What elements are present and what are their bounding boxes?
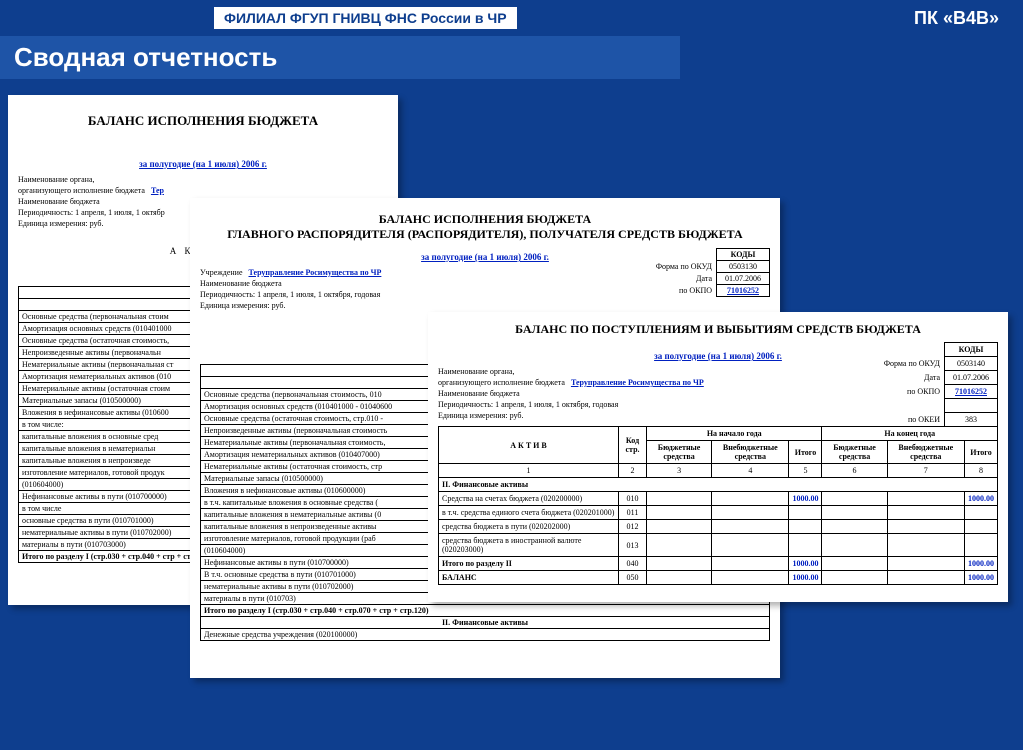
doc-balance-3: БАЛАНС ПО ПОСТУПЛЕНИЯМ И ВЫБЫТИЯМ СРЕДСТ… bbox=[428, 312, 1008, 602]
doc3-title: БАЛАНС ПО ПОСТУПЛЕНИЯМ И ВЫБЫТИЯМ СРЕДСТ… bbox=[438, 322, 998, 337]
row-code: 010 bbox=[619, 492, 647, 506]
th-sub: Внебюджетные средства bbox=[712, 441, 789, 464]
section-head: II. Финансовые активы bbox=[201, 617, 770, 629]
row-name: средства бюджета в пути (020202000) bbox=[439, 520, 619, 534]
doc1-title: БАЛАНС ИСПОЛНЕНИЯ БЮДЖЕТА bbox=[18, 113, 388, 129]
row: Денежные средства учреждения (020100000) bbox=[201, 629, 770, 641]
th-end: На конец года bbox=[822, 427, 998, 441]
kody-head: КОДЫ bbox=[717, 249, 770, 261]
row-name: средства бюджета в иностранной валюте (0… bbox=[439, 534, 619, 557]
row-code: 012 bbox=[619, 520, 647, 534]
col-num: 1 bbox=[439, 464, 619, 478]
kody-val[interactable]: 71016252 bbox=[945, 385, 998, 399]
th-sub: Бюджетные средства bbox=[647, 441, 712, 464]
doc3-table: А К Т И В Код стр. На начало года На кон… bbox=[438, 426, 998, 585]
doc1-org-link[interactable]: Тер bbox=[151, 186, 164, 195]
total-code: 040 bbox=[619, 557, 647, 571]
col-num: 6 bbox=[822, 464, 887, 478]
balance-code: 050 bbox=[619, 571, 647, 585]
cell-val: 1000.00 bbox=[964, 571, 997, 585]
cell-val: 1000.00 bbox=[789, 571, 822, 585]
doc1-meta: Наименование органа, bbox=[18, 175, 388, 184]
row-code: 011 bbox=[619, 506, 647, 520]
th-sub: Внебюджетные средства bbox=[887, 441, 964, 464]
th-sub: Итого bbox=[964, 441, 997, 464]
kody-val: 01.07.2006 bbox=[717, 273, 770, 285]
col-num: 5 bbox=[789, 464, 822, 478]
col-num: 4 bbox=[712, 464, 789, 478]
doc3-org-link[interactable]: Теруправление Росимущества по ЧР bbox=[571, 378, 704, 387]
th-sub: Бюджетные средства bbox=[822, 441, 887, 464]
th-begin: На начало года bbox=[647, 427, 822, 441]
cell-val: 1000.00 bbox=[789, 492, 822, 506]
row-name: Средства на счетах бюджета (020200000) bbox=[439, 492, 619, 506]
kody-val: 01.07.2006 bbox=[945, 371, 998, 385]
doc2-title: БАЛАНС ИСПОЛНЕНИЯ БЮДЖЕТА ГЛАВНОГО РАСПО… bbox=[200, 212, 770, 242]
col-num: 7 bbox=[887, 464, 964, 478]
col-num: 3 bbox=[647, 464, 712, 478]
page-title: Сводная отчетность bbox=[0, 36, 680, 79]
row-code: 013 bbox=[619, 534, 647, 557]
org-badge: ФИЛИАЛ ФГУП ГНИВЦ ФНС России в ЧР bbox=[214, 7, 517, 29]
kody-val: 383 bbox=[945, 413, 998, 427]
total-name: Итого по разделу II bbox=[439, 557, 619, 571]
doc1-meta: организующего исполнение бюджета Тер bbox=[18, 186, 388, 195]
cell-val: 1000.00 bbox=[964, 492, 997, 506]
doc2-kody: КОДЫ Форма по ОКУД0503130 Дата01.07.2006… bbox=[648, 248, 770, 297]
kody-val: 0503130 bbox=[717, 261, 770, 273]
balance-name: БАЛАНС bbox=[439, 571, 619, 585]
kody-head: КОДЫ bbox=[945, 343, 998, 357]
doc1-period[interactable]: за полугодие (на 1 июля) 2006 г. bbox=[18, 159, 388, 169]
doc2-meta: Единица измерения: руб. bbox=[200, 301, 770, 310]
col-num: 2 bbox=[619, 464, 647, 478]
cell-val: 1000.00 bbox=[964, 557, 997, 571]
row-name: в т.ч. средства единого счета бюджета (0… bbox=[439, 506, 619, 520]
total-row: Итого по разделу I (стр.030 + стр.040 + … bbox=[201, 605, 770, 617]
topbar: ФИЛИАЛ ФГУП ГНИВЦ ФНС России в ЧР ПК «В4… bbox=[0, 0, 1023, 36]
th-sub: Итого bbox=[789, 441, 822, 464]
th-code: Код стр. bbox=[619, 427, 647, 464]
cell-val: 1000.00 bbox=[789, 557, 822, 571]
doc2-inst-link[interactable]: Теруправление Росимущества по ЧР bbox=[249, 268, 382, 277]
th-aktiv: А К Т И В bbox=[439, 427, 619, 464]
col-num: 8 bbox=[964, 464, 997, 478]
kody-val bbox=[945, 399, 998, 413]
kody-val[interactable]: 71016252 bbox=[717, 285, 770, 297]
doc3-kody: КОДЫ Форма по ОКУД0503140 Дата01.07.2006… bbox=[876, 342, 998, 427]
kody-val: 0503140 bbox=[945, 357, 998, 371]
product-badge: ПК «В4В» bbox=[904, 5, 1009, 32]
section-head: II. Финансовые активы bbox=[439, 478, 998, 492]
